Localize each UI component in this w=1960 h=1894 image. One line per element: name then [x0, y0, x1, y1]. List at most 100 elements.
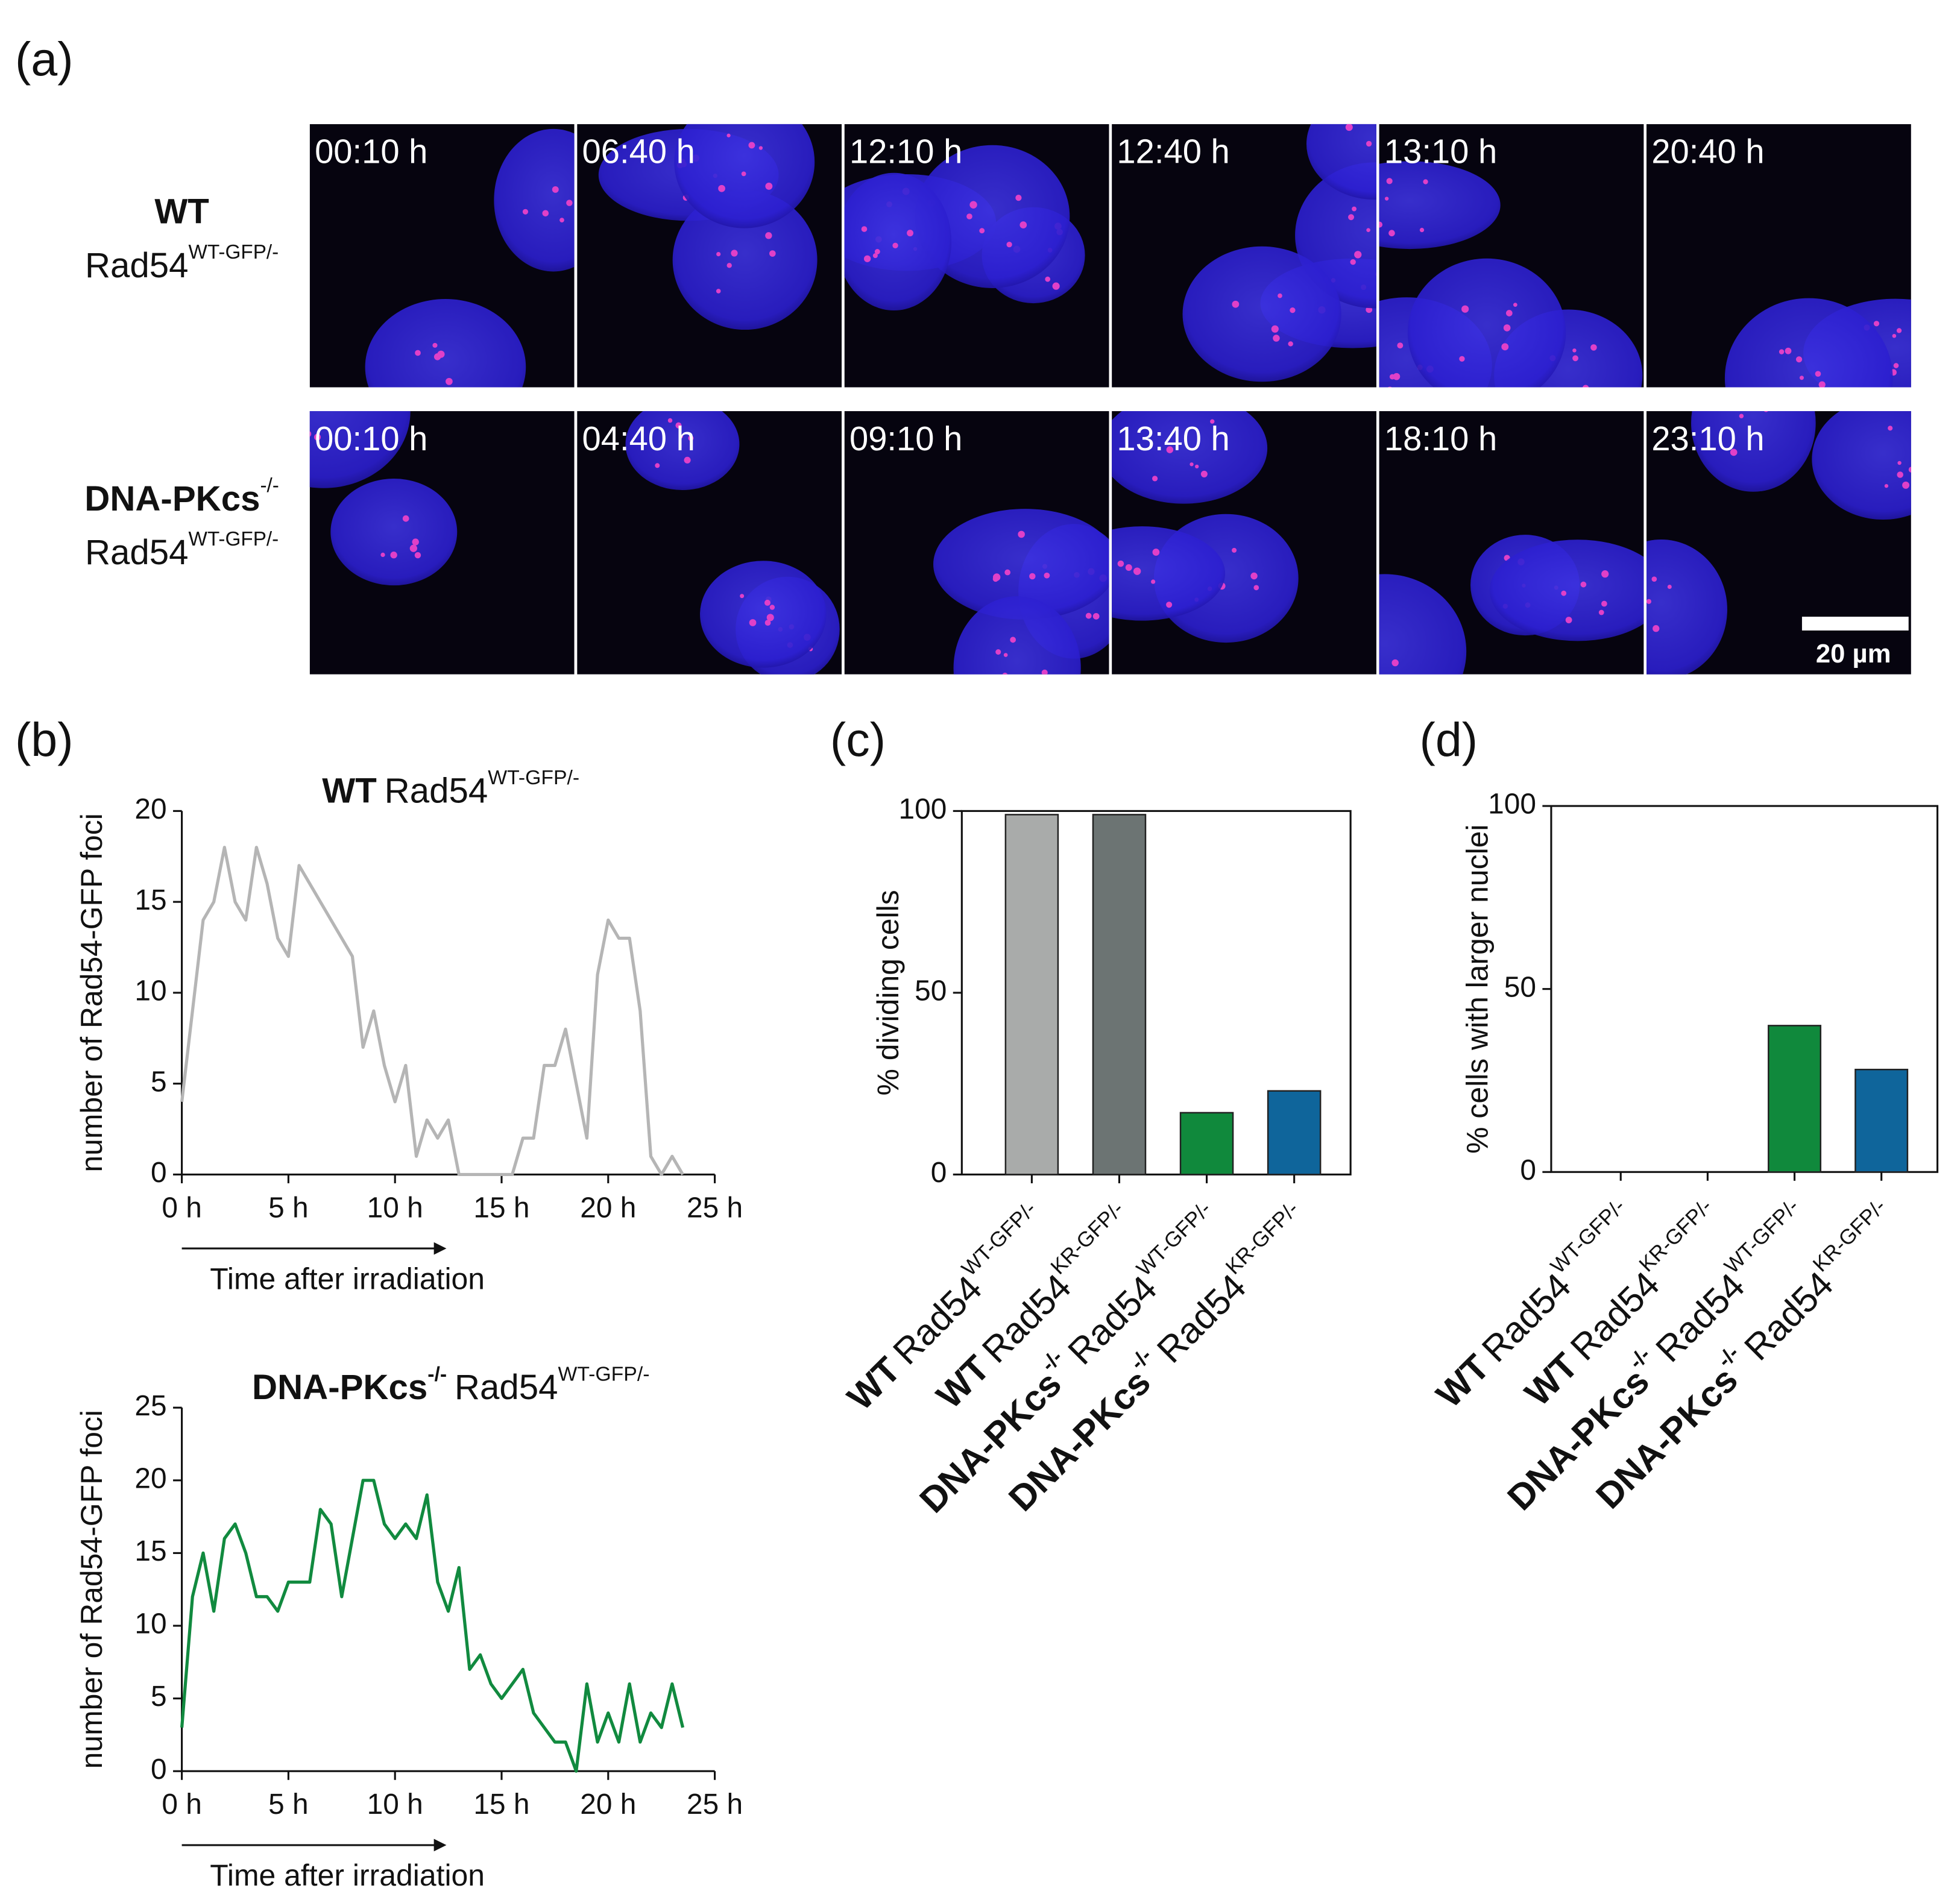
focus: [1004, 569, 1011, 576]
x-tick-label: 25 h: [687, 1192, 743, 1224]
nucleus: [494, 128, 575, 272]
arrow-head: [433, 1242, 447, 1255]
focus: [412, 538, 419, 546]
focus: [726, 133, 731, 137]
focus: [766, 614, 774, 621]
focus: [1045, 276, 1051, 282]
focus: [892, 242, 898, 249]
nucleus: [933, 509, 1109, 620]
micrograph: [1646, 124, 1911, 388]
y-tick-label: 0: [151, 1754, 167, 1785]
focus: [415, 350, 421, 356]
focus: [300, 424, 306, 431]
micrograph: [1112, 411, 1376, 675]
focus: [1345, 124, 1353, 131]
focus: [1052, 282, 1060, 290]
focus: [1893, 363, 1899, 368]
focus: [1598, 609, 1604, 615]
focus: [390, 552, 397, 559]
focus: [1754, 399, 1760, 404]
focus: [907, 230, 913, 237]
focus: [716, 289, 721, 294]
focus: [1572, 355, 1578, 362]
focus: [1459, 356, 1465, 362]
micrograph: [309, 124, 575, 397]
label-part: Rad54: [1149, 1266, 1254, 1371]
focus: [380, 552, 385, 558]
focus: [1739, 414, 1744, 418]
focus: [966, 213, 972, 219]
focus: [718, 184, 725, 192]
focus: [1002, 672, 1008, 675]
time-stamp: 12:10 h: [849, 133, 962, 171]
focus: [667, 418, 673, 423]
x-tick-label: 0 h: [162, 1789, 202, 1820]
focus: [309, 431, 312, 437]
time-stamp: 12:40 h: [1117, 133, 1229, 171]
focus: [1651, 576, 1657, 582]
y-tick-label: 5: [151, 1066, 167, 1098]
focus: [1384, 197, 1389, 201]
focus: [432, 342, 438, 348]
micrograph: [1379, 124, 1644, 398]
nucleus: [1379, 574, 1467, 675]
focus: [1397, 342, 1404, 349]
x-tick-label: 0 h: [162, 1192, 202, 1224]
focus: [1348, 214, 1355, 221]
nucleus: [1489, 540, 1644, 641]
focus: [1125, 564, 1132, 571]
superscript: KR-GFP/-: [1809, 1195, 1891, 1277]
label-part: DNA-PKcs: [252, 1368, 427, 1407]
superscript: KR-GFP/-: [1046, 1197, 1128, 1279]
focus: [552, 186, 559, 193]
bar: [1092, 814, 1147, 1175]
focus: [1505, 310, 1513, 316]
focus: [1092, 612, 1100, 620]
superscript: WT-GFP/-: [1546, 1195, 1630, 1279]
focus: [679, 434, 683, 439]
focus: [1815, 371, 1821, 377]
focus: [291, 440, 295, 445]
focus: [1779, 349, 1785, 354]
focus: [1232, 300, 1240, 308]
focus: [1902, 481, 1910, 489]
label-part: DNA-PKcs: [84, 479, 260, 518]
y-tick-label: 0: [931, 1157, 947, 1189]
nucleus: [700, 561, 827, 668]
superscript: KR-GFP/-: [1221, 1197, 1303, 1279]
nucleus: [625, 411, 740, 490]
focus: [447, 389, 454, 397]
time-stamp: 13:40 h: [1117, 420, 1229, 458]
focus: [1799, 376, 1804, 380]
x-tick-label: 15 h: [473, 1789, 529, 1820]
label-part: Rad54: [1562, 1263, 1667, 1368]
superscript: WT-GFP/-: [1132, 1197, 1216, 1281]
focus: [1574, 393, 1579, 398]
focus: [764, 599, 770, 606]
focus: [995, 649, 1001, 655]
y-axis-label: number of Rad54-GFP foci: [75, 1410, 109, 1769]
focus: [1018, 530, 1025, 538]
label-part: Rad54: [455, 1368, 558, 1407]
y-tick-label: 0: [1520, 1154, 1536, 1186]
superscript: -/-: [260, 474, 279, 497]
time-stamp: 09:10 h: [849, 420, 962, 458]
focus: [1386, 178, 1393, 184]
superscript: WT-GFP/-: [189, 241, 279, 263]
focus: [1166, 602, 1173, 608]
focus: [1580, 581, 1587, 588]
focus: [1166, 446, 1174, 453]
nucleus: [1691, 411, 1816, 492]
label-part: WT: [839, 1349, 909, 1418]
y-tick-label: 10: [134, 1608, 166, 1640]
focus: [1290, 307, 1296, 313]
time-stamp: 06:40 h: [582, 133, 695, 171]
arrow-head: [433, 1839, 447, 1852]
y-tick-label: 100: [1488, 788, 1536, 820]
y-tick-label: 15: [134, 1535, 166, 1567]
focus: [1041, 669, 1048, 675]
focus: [748, 142, 755, 149]
focus: [874, 249, 880, 254]
micrograph: [1646, 399, 1911, 675]
